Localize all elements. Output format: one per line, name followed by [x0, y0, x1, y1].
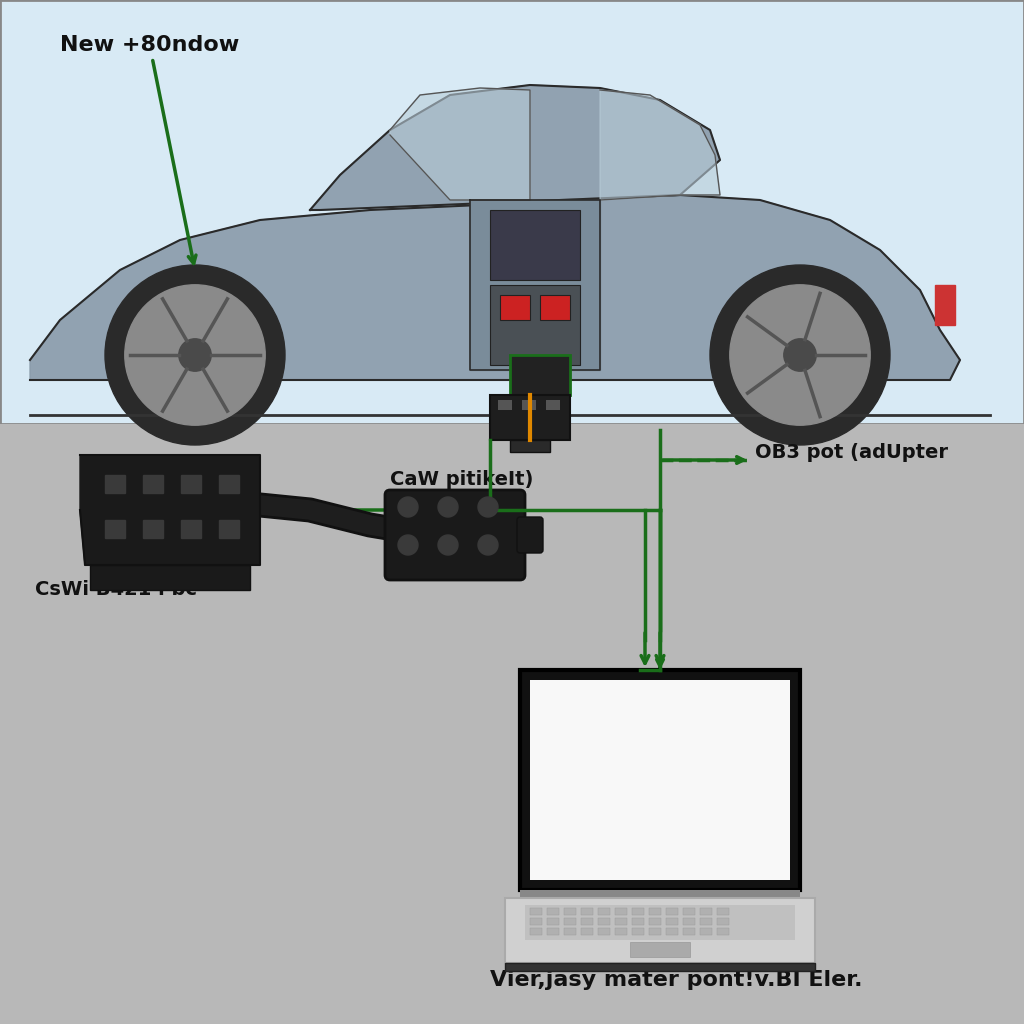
Bar: [530, 928, 542, 935]
Circle shape: [438, 535, 458, 555]
Bar: [510, 440, 550, 452]
Circle shape: [783, 339, 816, 372]
Bar: [649, 928, 662, 935]
Bar: [525, 905, 795, 940]
Bar: [547, 918, 559, 925]
Bar: [581, 928, 593, 935]
Bar: [530, 918, 542, 925]
Bar: [490, 285, 580, 365]
Bar: [219, 475, 239, 493]
Bar: [490, 210, 580, 280]
Bar: [490, 395, 570, 440]
Bar: [522, 400, 536, 410]
Bar: [666, 908, 678, 915]
Bar: [90, 565, 250, 590]
Bar: [498, 400, 512, 410]
Text: OB3 pot (adUpter: OB3 pot (adUpter: [755, 442, 948, 462]
Bar: [0, 0, 1024, 424]
Bar: [649, 918, 662, 925]
Circle shape: [398, 535, 418, 555]
Circle shape: [398, 497, 418, 517]
Bar: [143, 520, 163, 538]
Circle shape: [105, 265, 285, 445]
Bar: [717, 928, 729, 935]
Bar: [581, 918, 593, 925]
Bar: [700, 918, 712, 925]
Bar: [546, 400, 560, 410]
Bar: [0, 424, 1024, 1024]
Bar: [598, 918, 610, 925]
Text: CaW pitikeIt): CaW pitikeIt): [390, 470, 534, 489]
Circle shape: [125, 285, 265, 425]
Bar: [219, 520, 239, 538]
Polygon shape: [600, 90, 720, 200]
Bar: [520, 670, 800, 890]
Bar: [615, 928, 627, 935]
Bar: [649, 908, 662, 915]
Bar: [520, 890, 800, 898]
Bar: [505, 898, 815, 963]
Bar: [632, 928, 644, 935]
Polygon shape: [390, 88, 530, 200]
Bar: [181, 475, 201, 493]
Bar: [564, 918, 575, 925]
Polygon shape: [80, 455, 260, 565]
Circle shape: [179, 339, 211, 372]
Bar: [105, 475, 125, 493]
Bar: [666, 918, 678, 925]
Bar: [615, 908, 627, 915]
Bar: [105, 520, 125, 538]
Bar: [632, 918, 644, 925]
Bar: [935, 285, 955, 325]
Bar: [540, 295, 570, 319]
FancyBboxPatch shape: [517, 517, 543, 553]
Bar: [581, 908, 593, 915]
Bar: [683, 908, 695, 915]
Bar: [666, 928, 678, 935]
Bar: [564, 908, 575, 915]
Polygon shape: [470, 200, 600, 370]
Polygon shape: [310, 85, 720, 210]
Bar: [717, 908, 729, 915]
Bar: [547, 928, 559, 935]
Bar: [500, 295, 530, 319]
Bar: [547, 908, 559, 915]
Bar: [530, 908, 542, 915]
Bar: [683, 928, 695, 935]
Circle shape: [730, 285, 870, 425]
Circle shape: [478, 497, 498, 517]
Bar: [510, 355, 570, 395]
Polygon shape: [30, 195, 961, 380]
Text: CsWi B421 l bc: CsWi B421 l bc: [35, 580, 197, 599]
Bar: [615, 918, 627, 925]
Bar: [717, 918, 729, 925]
Bar: [598, 908, 610, 915]
Bar: [683, 918, 695, 925]
Circle shape: [438, 497, 458, 517]
Bar: [700, 908, 712, 915]
Bar: [630, 942, 690, 957]
Bar: [632, 908, 644, 915]
Circle shape: [478, 535, 498, 555]
Bar: [143, 475, 163, 493]
Bar: [181, 520, 201, 538]
Text: New +80ndow: New +80ndow: [60, 35, 240, 263]
Bar: [598, 928, 610, 935]
Circle shape: [710, 265, 890, 445]
Bar: [564, 928, 575, 935]
Text: Vier,jasy mater pont!v.BI Eler.: Vier,jasy mater pont!v.BI Eler.: [490, 970, 862, 990]
FancyBboxPatch shape: [385, 490, 525, 580]
Bar: [505, 963, 815, 971]
Bar: [530, 680, 790, 880]
Bar: [700, 928, 712, 935]
